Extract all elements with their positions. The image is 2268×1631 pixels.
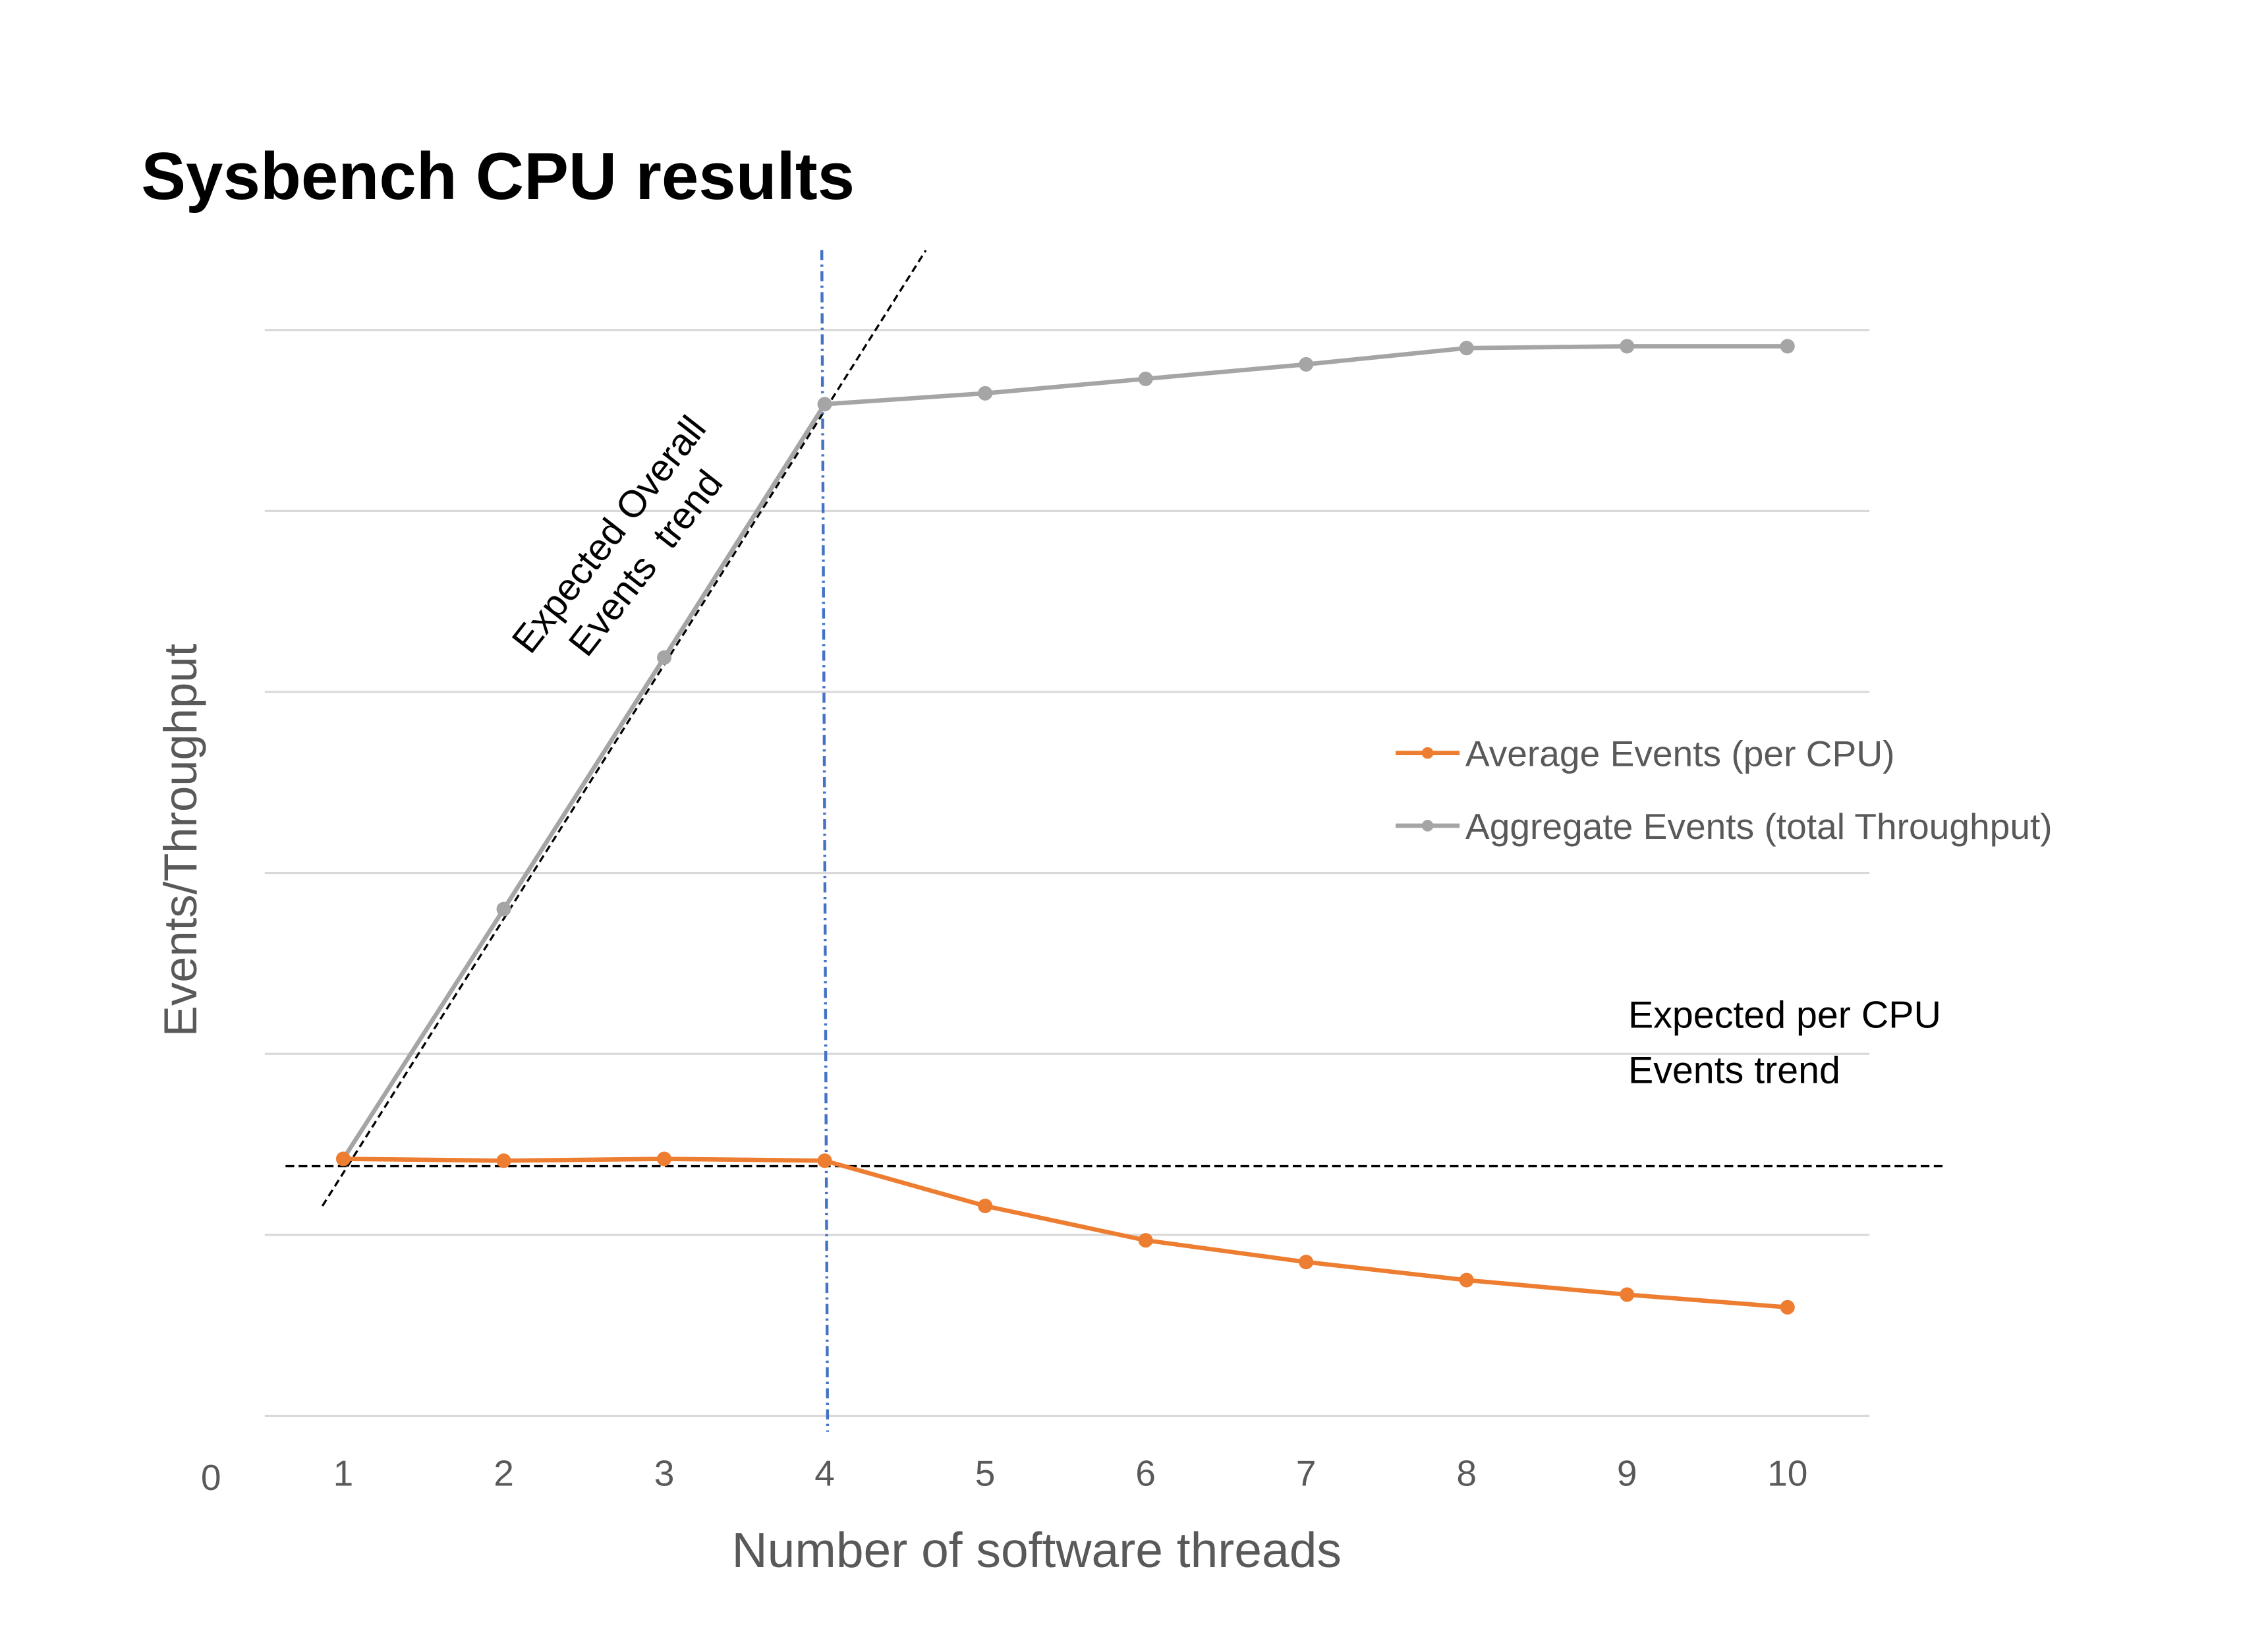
data-point bbox=[1459, 1273, 1474, 1288]
x-tick-label: 4 bbox=[814, 1452, 835, 1493]
data-point bbox=[978, 386, 993, 401]
x-tick-label: 3 bbox=[654, 1452, 675, 1493]
series-average-events bbox=[335, 1151, 1795, 1315]
data-point bbox=[1299, 1255, 1314, 1270]
series bbox=[335, 339, 1795, 1315]
y-axis-label: Events/Throughput bbox=[154, 643, 206, 1037]
data-point bbox=[978, 1198, 993, 1213]
x-tick-label: 7 bbox=[1296, 1452, 1317, 1493]
legend-item: Average Events (per CPU) bbox=[1396, 733, 1895, 774]
x-tick-label: 5 bbox=[975, 1452, 996, 1493]
x-tick-labels: 1 2 3 4 5 6 7 8 9 10 bbox=[333, 1452, 1808, 1493]
legend-swatch-marker bbox=[1421, 820, 1434, 832]
legend-item: Aggregate Events (total Throughput) bbox=[1396, 806, 2053, 847]
y-origin-label: 0 bbox=[201, 1457, 221, 1498]
data-point bbox=[817, 397, 832, 412]
chart-title: Sysbench CPU results bbox=[141, 138, 855, 214]
trend-lines bbox=[285, 250, 1945, 1432]
x-tick-label: 8 bbox=[1456, 1452, 1477, 1493]
legend-label: Aggregate Events (total Throughput) bbox=[1465, 806, 2053, 847]
per-cpu-trend-line2: Events trend bbox=[1628, 1049, 1840, 1091]
legend: Average Events (per CPU) Aggregate Events… bbox=[1396, 733, 2053, 847]
data-point bbox=[1138, 1233, 1153, 1248]
data-point bbox=[1138, 371, 1153, 386]
x-tick-label: 1 bbox=[333, 1452, 354, 1493]
x-tick-label: 6 bbox=[1135, 1452, 1156, 1493]
data-point bbox=[496, 901, 511, 917]
per-cpu-trend-line1: Expected per CPU bbox=[1628, 994, 1941, 1037]
x-tick-label: 9 bbox=[1617, 1452, 1637, 1493]
saturation-marker-line bbox=[820, 250, 830, 1432]
data-point bbox=[335, 1151, 351, 1166]
x-tick-label: 2 bbox=[494, 1452, 514, 1493]
data-point bbox=[1620, 1287, 1635, 1302]
data-point bbox=[1459, 341, 1474, 356]
series-line bbox=[341, 344, 1788, 1160]
x-axis-label: Number of software threads bbox=[731, 1522, 1341, 1578]
data-point bbox=[657, 650, 672, 665]
per-cpu-trend-annotation: Expected per CPU Events trend bbox=[1628, 994, 1941, 1092]
legend-label: Average Events (per CPU) bbox=[1465, 733, 1895, 774]
data-point bbox=[817, 1153, 832, 1168]
gridlines bbox=[264, 329, 1870, 1417]
data-point bbox=[496, 1153, 511, 1168]
x-tick-label: 10 bbox=[1767, 1452, 1807, 1493]
series-line bbox=[343, 1157, 1788, 1310]
data-point bbox=[1780, 339, 1795, 354]
data-point bbox=[1620, 339, 1635, 354]
data-point bbox=[1780, 1300, 1795, 1315]
data-point bbox=[657, 1151, 672, 1166]
data-point bbox=[1299, 357, 1314, 372]
overall-trend-line bbox=[321, 250, 927, 1207]
overall-trend-annotation: Expected Overall Events trend bbox=[504, 409, 731, 664]
legend-swatch-marker bbox=[1421, 747, 1434, 759]
